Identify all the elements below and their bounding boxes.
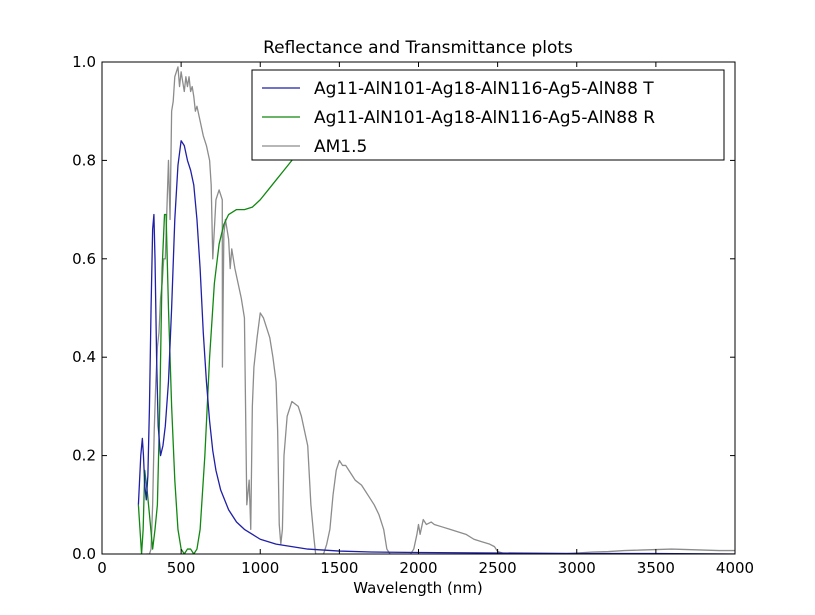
x-tick-label: 3500 bbox=[637, 559, 675, 577]
y-tick-label: 0.2 bbox=[72, 447, 96, 465]
y-tick-label: 0.8 bbox=[72, 151, 96, 169]
legend-entry-reflectance: Ag11-AlN101-Ag18-AlN116-Ag5-AlN88 R bbox=[262, 108, 655, 128]
x-tick-label: 2000 bbox=[399, 559, 437, 577]
x-tick-label: 3000 bbox=[558, 559, 596, 577]
legend-box bbox=[251, 69, 725, 161]
y-tick-label: 0.0 bbox=[72, 545, 96, 563]
x-tick-label: 1500 bbox=[320, 559, 358, 577]
legend-label-reflectance: Ag11-AlN101-Ag18-AlN116-Ag5-AlN88 R bbox=[314, 108, 655, 128]
y-tick-label: 0.4 bbox=[72, 348, 96, 366]
x-tick-label: 0 bbox=[97, 559, 107, 577]
x-axis-label: Wavelength (nm) bbox=[353, 579, 483, 597]
y-tick-label: 0.6 bbox=[72, 250, 96, 268]
series-line-am15 bbox=[146, 66, 735, 554]
x-tick-label: 1000 bbox=[241, 559, 279, 577]
series-line-reflectance bbox=[137, 120, 318, 554]
tick-layer: 0 500 1000 1500 2000 2500 3000 3500 4000 0.0 0.2 0.… bbox=[72, 53, 754, 577]
x-tick-label: 4000 bbox=[716, 559, 754, 577]
legend-entry-transmittance: Ag11-AlN101-Ag18-AlN116-Ag5-AlN88 T bbox=[262, 79, 654, 99]
series-line-transmittance bbox=[137, 140, 735, 554]
y-tick-label: 1.0 bbox=[72, 53, 96, 71]
series-layer bbox=[137, 66, 735, 554]
chart-title: Reflectance and Transmittance plots bbox=[263, 38, 573, 58]
legend-entry-am15: AM1.5 bbox=[262, 137, 367, 157]
x-tick-label: 2500 bbox=[479, 559, 517, 577]
legend-label-am15: AM1.5 bbox=[314, 137, 367, 157]
x-tick-label: 500 bbox=[167, 559, 196, 577]
legend: Ag11-AlN101-Ag18-AlN116-Ag5-AlN88 T Ag11… bbox=[251, 69, 725, 161]
legend-label-transmittance: Ag11-AlN101-Ag18-AlN116-Ag5-AlN88 T bbox=[314, 79, 654, 99]
